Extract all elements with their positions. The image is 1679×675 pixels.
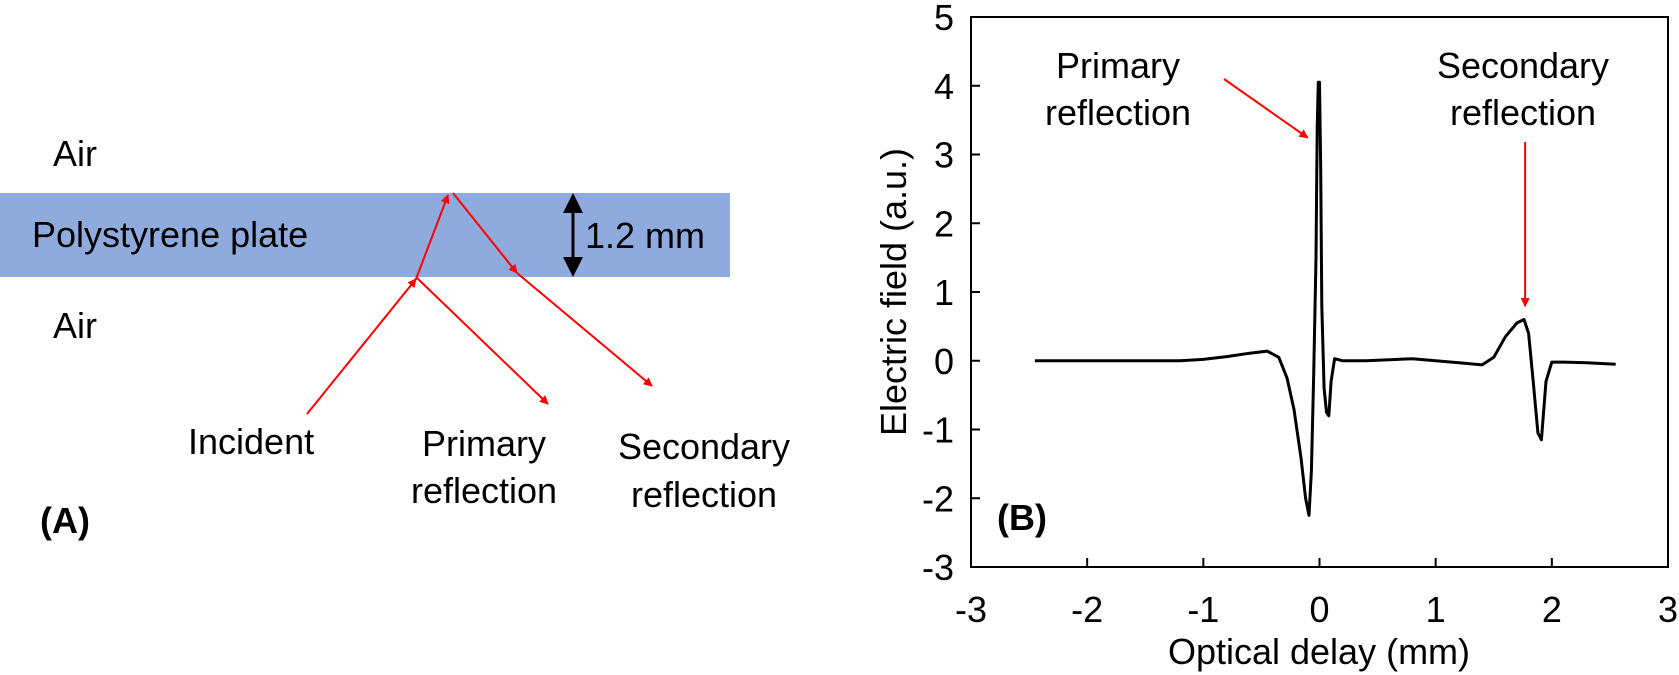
x-axis-ticks: -3 -2 -1 0 1 2 3	[955, 558, 1678, 630]
polystyrene-plate	[0, 193, 730, 277]
panel-b-label: (B)	[997, 497, 1047, 538]
x-tick-label: -3	[955, 589, 987, 630]
plate-label: Polystyrene plate	[32, 214, 308, 255]
y-axis-ticks: -3 -2 -1 0 1 2 3 4 5	[922, 0, 980, 588]
panel-b-chart: -3 -2 -1 0 1 2 3 -3 -2 -1 0 1 2 3 4 5 Optical delay (m…	[873, 0, 1678, 672]
y-tick-label: -2	[922, 478, 954, 519]
air-top-label: Air	[53, 133, 97, 174]
thickness-dimension-arrow	[563, 193, 583, 277]
primary-annotation-line2: reflection	[1045, 92, 1191, 133]
incident-ray	[306, 278, 417, 415]
x-axis-label: Optical delay (mm)	[1168, 631, 1470, 672]
x-tick-label: -2	[1071, 589, 1103, 630]
x-tick-label: 3	[1658, 589, 1678, 630]
waveform-line	[1034, 80, 1616, 517]
secondary-annotation-line2: reflection	[1450, 92, 1596, 133]
primary-reflection-ray	[415, 276, 549, 405]
panel-a-label: (A)	[40, 500, 90, 541]
x-tick-label: 2	[1542, 589, 1562, 630]
y-tick-label: 4	[934, 66, 954, 107]
secondary-reflection-label-line2: reflection	[631, 474, 777, 515]
y-tick-label: -1	[922, 410, 954, 451]
y-tick-label: 2	[934, 203, 954, 244]
secondary-reflection-label-line1: Secondary	[618, 426, 790, 467]
primary-annotation-arrow	[1223, 78, 1309, 139]
y-tick-label: 0	[934, 341, 954, 382]
y-tick-label: -3	[922, 547, 954, 588]
y-axis-label: Electric field (a.u.)	[873, 148, 914, 436]
refracted-ray	[415, 194, 450, 280]
internal-reflected-ray	[452, 192, 518, 274]
y-tick-label: 3	[934, 135, 954, 176]
x-tick-label: 1	[1426, 589, 1446, 630]
primary-reflection-label-line2: reflection	[411, 470, 557, 511]
x-tick-label: 0	[1309, 589, 1329, 630]
x-tick-label: -1	[1187, 589, 1219, 630]
ray-diagram	[306, 192, 653, 415]
primary-reflection-label-line1: Primary	[422, 423, 546, 464]
secondary-reflection-ray	[516, 272, 653, 387]
secondary-annotation-line1: Secondary	[1437, 45, 1609, 86]
primary-annotation-line1: Primary	[1056, 45, 1180, 86]
incident-label: Incident	[188, 421, 314, 462]
panel-a: Air Polystyrene plate Air 1.2 mm Inciden…	[0, 133, 790, 541]
thickness-label: 1.2 mm	[585, 215, 705, 256]
air-bottom-label: Air	[53, 305, 97, 346]
y-tick-label: 1	[934, 272, 954, 313]
y-tick-label: 5	[934, 0, 954, 38]
